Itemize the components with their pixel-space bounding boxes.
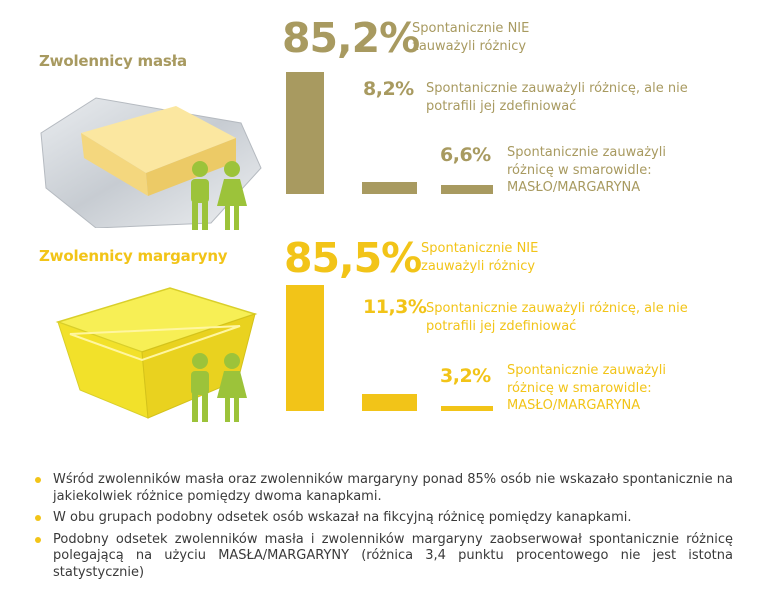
butter-desc-2: Spontanicznie zauważyli różnicę w smarow… [507, 144, 666, 197]
notes-list: Wśród zwolenników masła oraz zwolenników… [33, 472, 733, 586]
margarine-bar-0 [286, 285, 324, 411]
butter-bar-0 [286, 72, 324, 194]
margarine-bar-1 [362, 394, 417, 411]
margarine-desc-1-line2: potrafili jej zdefiniować [426, 318, 577, 334]
margarine-desc-2: Spontanicznie zauważyli różnicę w smarow… [507, 362, 666, 415]
margarine-desc-0-line2: zauważyli różnicy [421, 258, 536, 274]
margarine-desc-1-line1: Spontanicznie zauważyli różnicę, ale nie [426, 301, 688, 316]
people-icon [191, 161, 247, 230]
butter-desc-0-line2: zauważyli różnicy [412, 38, 527, 54]
margarine-desc-0-line1: Spontanicznie NIE [421, 241, 539, 256]
note-item: W obu grupach podobny odsetek osób wskaz… [33, 510, 733, 527]
butter-value-label-2: 6,6% [440, 144, 491, 166]
butter-image [40, 97, 262, 228]
margarine-desc-2-line3: MASŁO/MARGARYNA [507, 398, 641, 413]
margarine-desc-2-line2: różnicę w smarowidle: [507, 380, 652, 396]
butter-value-label-1: 8,2% [363, 78, 414, 100]
margarine-value-label-1: 11,3% [363, 296, 427, 318]
margarine-value-label-2: 3,2% [440, 365, 491, 387]
margarine-desc-2-line1: Spontanicznie zauważyli [507, 363, 666, 378]
butter-desc-1-line1: Spontanicznie zauważyli różnicę, ale nie [426, 81, 688, 96]
margarine-desc-1: Spontanicznie zauważyli różnicę, ale nie… [426, 300, 688, 335]
butter-desc-2-line1: Spontanicznie zauważyli [507, 145, 666, 160]
butter-bar-2 [441, 184, 493, 194]
butter-bar-1 [362, 182, 417, 194]
margarine-desc-0: Spontanicznie NIE zauważyli różnicy [421, 240, 538, 275]
butter-desc-0: Spontanicznie NIE zauważyli różnicy [412, 20, 529, 55]
note-item: Wśród zwolenników masła oraz zwolenników… [33, 472, 733, 505]
butter-desc-2-line2: różnicę w smarowidle: [507, 162, 652, 178]
butter-desc-0-line1: Spontanicznie NIE [412, 21, 530, 36]
people-icon [191, 353, 247, 422]
butter-group-title: Zwolennicy masła [39, 52, 187, 70]
butter-desc-2-line3: MASŁO/MARGARYNA [507, 180, 641, 195]
margarine-bar-2 [441, 406, 493, 411]
margarine-group-title: Zwolennicy margaryny [39, 247, 228, 265]
butter-desc-1-line2: potrafili jej zdefiniować [426, 98, 577, 114]
margarine-value-label-0: 85,5% [284, 234, 422, 282]
note-item: Podobny odsetek zwolenników masła i zwol… [33, 532, 733, 582]
butter-value-label-0: 85,2% [282, 14, 420, 62]
butter-desc-1: Spontanicznie zauważyli różnicę, ale nie… [426, 80, 688, 115]
